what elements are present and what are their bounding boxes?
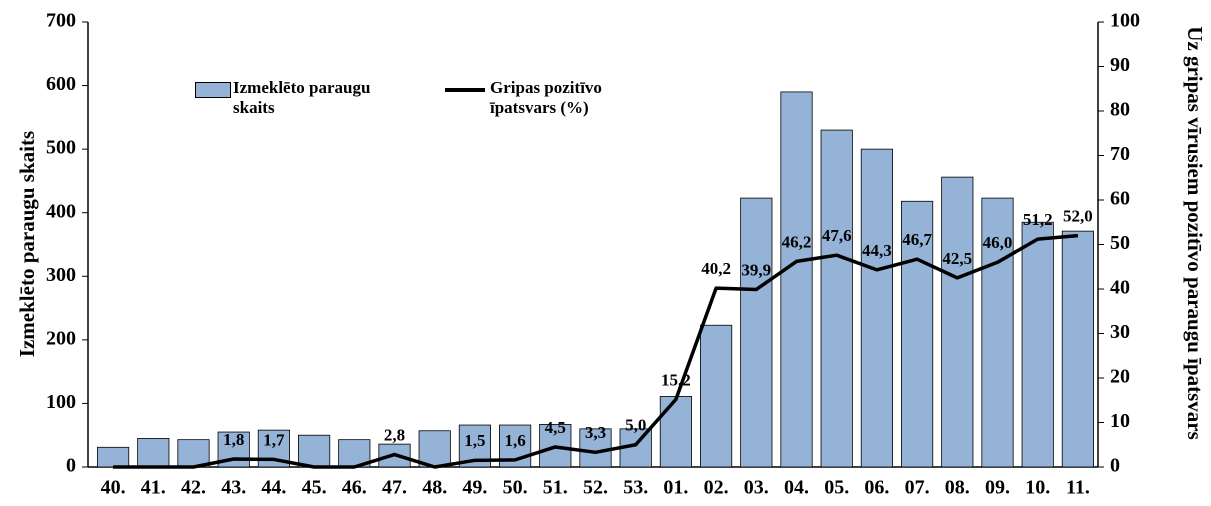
y-axis-title: Izmeklēto paraugu skaits (15, 130, 39, 358)
bar (820, 129, 853, 468)
x-tick-label: 42. (181, 477, 206, 499)
y-tick-label: 0 (66, 455, 76, 477)
data-label: 1,5 (464, 431, 485, 450)
bar (1061, 230, 1094, 468)
data-label: 51,2 (1023, 210, 1053, 229)
x-tick-label: 07. (905, 477, 930, 499)
data-label: 46,0 (983, 233, 1013, 252)
bar (177, 439, 210, 468)
legend-label: Gripas pozitīvo īpatsvars (%) (490, 78, 602, 117)
data-label: 15,2 (661, 370, 691, 389)
bar (418, 430, 451, 468)
data-label: 1,6 (504, 431, 525, 450)
x-tick-label: 05. (824, 477, 849, 499)
y2-tick-label: 50 (1110, 232, 1130, 254)
bar (97, 446, 130, 468)
bar (981, 197, 1014, 468)
bar (137, 437, 170, 468)
x-tick-label: 01. (663, 477, 688, 499)
bar (941, 176, 974, 468)
x-tick-label: 52. (583, 477, 608, 499)
data-label: 44,3 (862, 241, 892, 260)
y2-tick-label: 90 (1110, 54, 1130, 76)
x-tick-label: 51. (543, 477, 568, 499)
x-tick-label: 46. (342, 477, 367, 499)
y-tick-label: 700 (46, 10, 76, 32)
legend-line (445, 88, 485, 92)
data-label: 46,2 (782, 232, 812, 251)
y-tick-label: 500 (46, 137, 76, 159)
x-tick-label: 44. (261, 477, 286, 499)
y-tick-label: 200 (46, 327, 76, 349)
y-tick-label: 100 (46, 391, 76, 413)
x-tick-label: 04. (784, 477, 809, 499)
y-tick-label: 600 (46, 73, 76, 95)
data-label: 5,0 (625, 416, 646, 435)
data-label: 46,7 (902, 230, 932, 249)
bar (659, 396, 692, 468)
line (113, 233, 1079, 469)
y2-tick-label: 40 (1110, 277, 1130, 299)
y2-tick-label: 0 (1110, 455, 1120, 477)
bar (298, 434, 331, 468)
x-tick-label: 49. (462, 477, 487, 499)
bar (700, 324, 733, 468)
x-tick-label: 47. (382, 477, 407, 499)
legend-label: Izmeklēto paraugu skaits (233, 78, 371, 117)
data-label: 40,2 (701, 259, 731, 278)
bar (579, 428, 612, 468)
data-label: 52,0 (1063, 207, 1093, 226)
x-tick-label: 50. (503, 477, 528, 499)
data-label: 1,7 (263, 430, 285, 449)
bar (740, 197, 773, 468)
y2-tick-label: 30 (1110, 321, 1130, 343)
x-tick-label: 53. (623, 477, 648, 499)
data-label: 47,6 (822, 226, 852, 245)
x-tick-label: 40. (101, 477, 126, 499)
y2-tick-label: 10 (1110, 410, 1130, 432)
y-tick-label: 400 (46, 200, 76, 222)
x-tick-label: 41. (141, 477, 166, 499)
data-label: 42,5 (942, 249, 972, 268)
legend-swatch (195, 82, 231, 98)
y2-tick-label: 80 (1110, 99, 1130, 121)
bar (1021, 221, 1054, 468)
bar (901, 200, 934, 468)
x-tick-label: 08. (945, 477, 970, 499)
y2-tick-label: 20 (1110, 366, 1130, 388)
x-tick-label: 11. (1066, 477, 1090, 499)
x-tick-label: 43. (221, 477, 246, 499)
x-tick-label: 45. (302, 477, 327, 499)
x-tick-label: 09. (985, 477, 1010, 499)
x-tick-label: 03. (744, 477, 769, 499)
bar (860, 148, 893, 468)
data-label: 2,8 (384, 425, 405, 444)
y2-tick-label: 70 (1110, 143, 1130, 165)
y2-tick-label: 100 (1110, 10, 1140, 32)
data-label: 39,9 (741, 260, 771, 279)
data-label: 1,8 (223, 430, 244, 449)
x-tick-label: 48. (422, 477, 447, 499)
x-tick-label: 10. (1025, 477, 1050, 499)
bar (780, 91, 813, 468)
y2-tick-label: 60 (1110, 188, 1130, 210)
data-label: 4,5 (545, 418, 566, 437)
x-tick-label: 02. (704, 477, 729, 499)
y-tick-label: 300 (46, 264, 76, 286)
y2-axis-title: Uz gripas vīrusiem pozitīvo paraugu īpat… (1183, 26, 1207, 440)
x-tick-label: 06. (864, 477, 889, 499)
data-label: 3,3 (585, 423, 606, 442)
